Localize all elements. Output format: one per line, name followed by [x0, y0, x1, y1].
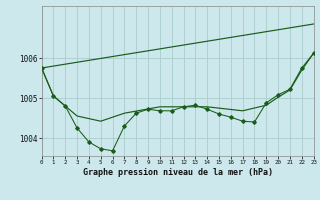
- X-axis label: Graphe pression niveau de la mer (hPa): Graphe pression niveau de la mer (hPa): [83, 168, 273, 177]
